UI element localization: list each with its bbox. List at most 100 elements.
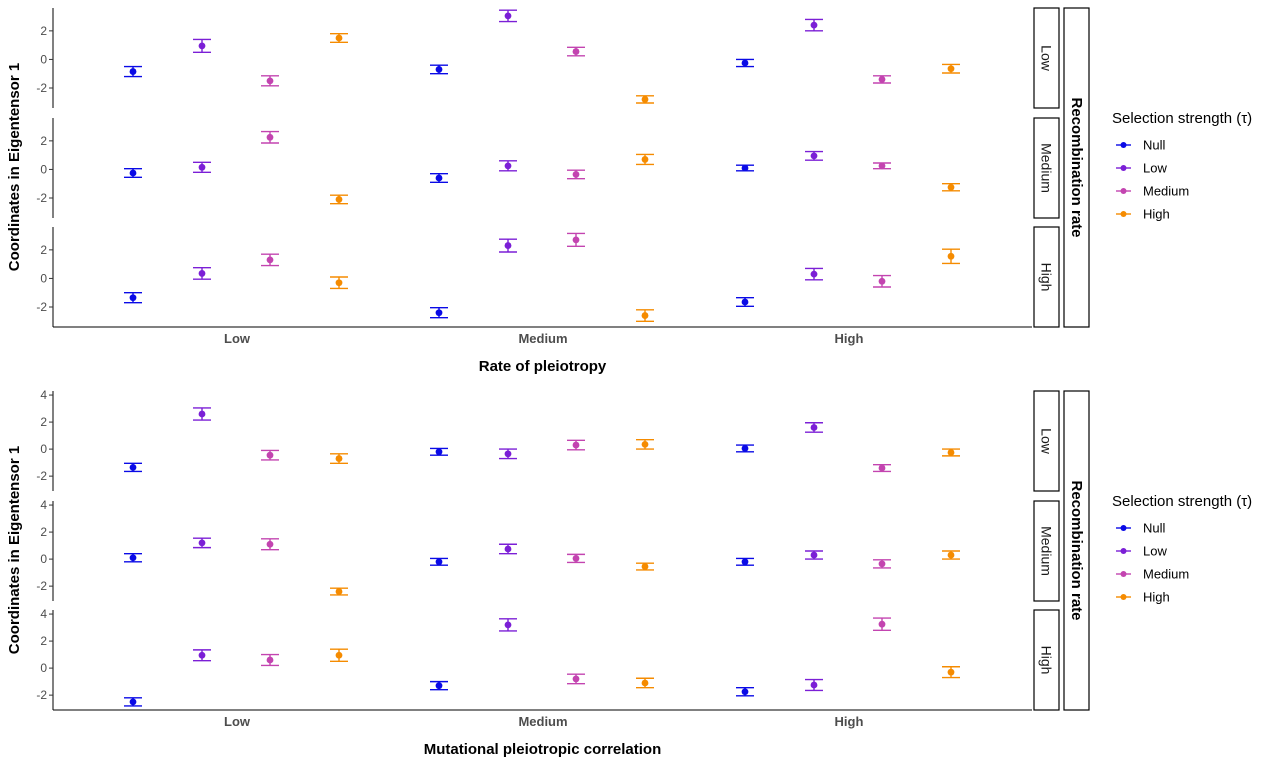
facet-strip [1033, 117, 1060, 219]
data-point-high [636, 153, 654, 166]
point-marker [335, 34, 343, 42]
point-marker [947, 551, 955, 559]
data-point-medium [567, 232, 585, 247]
legend-label: High [1143, 590, 1170, 605]
point-marker [741, 164, 749, 172]
legend-item-low: Low [1116, 161, 1167, 176]
data-point-high [330, 276, 348, 290]
facet-strip-label: Low [1039, 45, 1055, 72]
point-marker [335, 279, 343, 287]
data-point-low [193, 161, 211, 173]
legend-item-high: High [1116, 207, 1170, 222]
data-point-high [636, 677, 654, 689]
data-point-null [430, 307, 448, 319]
point-marker [129, 68, 137, 75]
point-marker [504, 545, 512, 553]
y-tick-label: -2 [36, 191, 47, 205]
legend-item-medium: Medium [1116, 567, 1189, 582]
data-point-null [430, 173, 448, 183]
legend-label: High [1143, 207, 1170, 222]
point-marker [435, 174, 443, 182]
legend-label: Null [1143, 138, 1166, 153]
data-point-high [330, 648, 348, 663]
y-tick-label: 2 [40, 243, 47, 257]
legend-label: Medium [1143, 184, 1189, 199]
legend-title: Selection strength (τ) [1112, 110, 1252, 127]
y-tick-label: 2 [40, 525, 47, 539]
point-marker [572, 48, 580, 55]
y-tick-label: 2 [40, 415, 47, 429]
point-marker [878, 464, 886, 472]
legend-label: Medium [1143, 567, 1189, 582]
x-tick-label: Medium [518, 714, 567, 729]
facet-strip [1033, 7, 1060, 109]
facet-strip-label: High [1039, 646, 1055, 675]
point-marker [335, 588, 343, 595]
point-marker [947, 668, 955, 676]
legend-label: Null [1143, 521, 1166, 536]
facet-panel-high: -2 0 2 High [36, 226, 1060, 328]
data-point-high [636, 95, 654, 104]
point-marker [641, 563, 649, 570]
data-point-low [499, 448, 517, 460]
point-marker [947, 449, 955, 456]
y-tick-label: 4 [40, 498, 47, 512]
point-marker [266, 133, 274, 141]
data-point-high [636, 562, 654, 571]
data-point-medium [567, 46, 585, 57]
data-point-high [942, 63, 960, 74]
data-point-medium [567, 439, 585, 451]
data-point-null [124, 553, 142, 563]
data-point-medium [567, 673, 585, 685]
point-marker [878, 277, 886, 285]
data-point-low [805, 18, 823, 32]
point-marker [641, 156, 649, 163]
point-marker [198, 539, 206, 547]
point-marker [335, 651, 343, 659]
data-point-medium [873, 162, 891, 170]
y-tick-label: -2 [36, 300, 47, 314]
data-point-medium [873, 75, 891, 84]
point-marker [129, 169, 137, 177]
legend-key-marker [1120, 571, 1127, 577]
legend-item-null: Null [1116, 138, 1166, 153]
data-point-low [499, 9, 517, 23]
y-tick-label: 2 [40, 634, 47, 648]
data-point-low [193, 407, 211, 421]
y-tick-label: -2 [36, 579, 47, 593]
y-axis-title: Coordinates in Eigentensor 1 [6, 63, 23, 271]
y-tick-label: 0 [40, 442, 47, 456]
data-point-null [124, 168, 142, 178]
point-marker [810, 152, 818, 160]
data-point-medium [261, 130, 279, 144]
point-marker [266, 77, 274, 85]
point-marker [741, 445, 749, 452]
point-marker [266, 540, 274, 548]
data-point-null [124, 65, 142, 78]
point-marker [741, 688, 749, 696]
data-point-null [736, 687, 754, 697]
chart-1: -2 0 2 Low -2 0 2 Medium -2 0 2 High Low Medium High Ra… [6, 7, 1252, 375]
data-point-null [430, 680, 448, 691]
data-point-medium [261, 449, 279, 461]
point-marker [129, 698, 137, 706]
point-marker [741, 298, 749, 306]
data-point-low [499, 160, 517, 172]
point-marker [435, 682, 443, 690]
facet-title-strip [1063, 390, 1090, 711]
point-marker [878, 560, 886, 568]
legend: Selection strength (τ) Null Low Medium High [1112, 493, 1252, 605]
y-tick-label: 0 [40, 552, 47, 566]
data-point-medium [567, 553, 585, 564]
data-point-low [805, 150, 823, 161]
point-marker [198, 410, 206, 418]
data-point-high [942, 248, 960, 265]
data-point-null [736, 58, 754, 68]
data-point-null [736, 444, 754, 453]
facet-strip [1033, 226, 1060, 328]
y-axis-title: Coordinates in Eigentensor 1 [6, 446, 23, 654]
point-marker [504, 621, 512, 629]
facet-panel-low: -2 0 2 Low [36, 7, 1060, 109]
data-point-medium [567, 169, 585, 180]
